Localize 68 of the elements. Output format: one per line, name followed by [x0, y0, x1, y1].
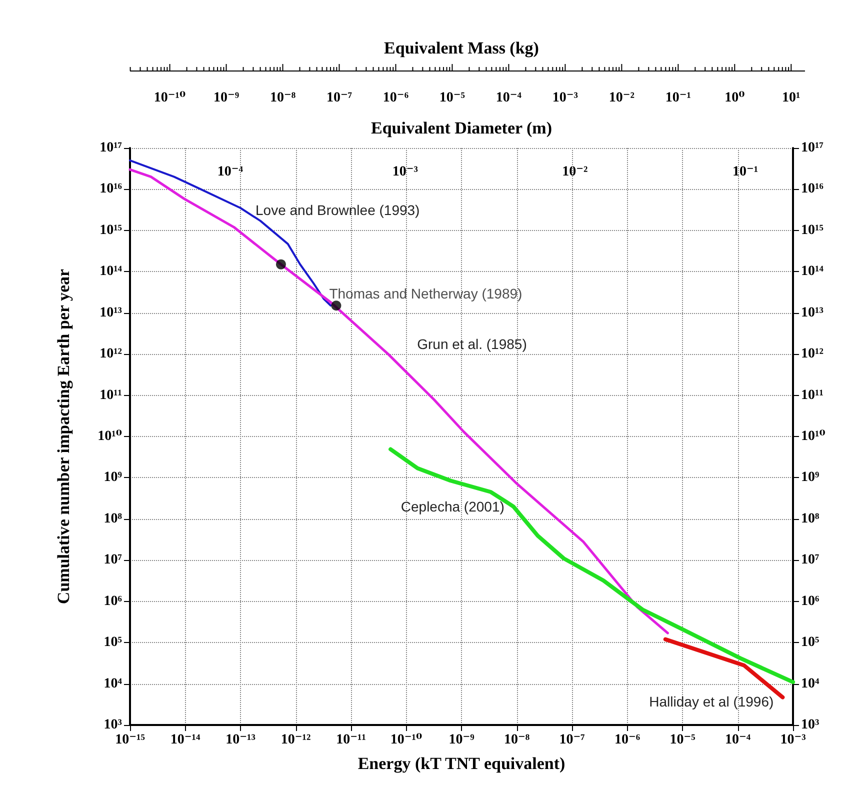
annotation: 10⁻³	[392, 164, 418, 180]
text: Equivalent Mass (kg)	[384, 38, 539, 58]
y-tick-label: 10⁵	[801, 635, 820, 650]
text: 10¹⁷	[100, 140, 122, 156]
series-label: Grun et al. (1985)	[417, 336, 527, 352]
text: 10⁹	[104, 470, 122, 486]
text: 10⁻⁷	[326, 90, 352, 106]
series-label: Love and Brownlee (1993)	[256, 202, 420, 218]
x-tick-label: 10⁻¹⁰	[390, 732, 422, 748]
y-tick-label: 10¹²	[801, 346, 824, 362]
x-tick-label: 10⁻⁸	[504, 732, 530, 748]
text: 10⁻¹⁰	[154, 90, 186, 106]
text: Equivalent Diameter (m)	[371, 118, 552, 138]
text: 10⁸	[104, 511, 122, 526]
text: 10¹⁰	[98, 429, 122, 444]
text: 10⁴	[104, 676, 122, 692]
text: 10⁻⁹	[213, 90, 240, 106]
y-tick-label: 10⁴	[801, 676, 820, 692]
text: 10⁻³	[552, 90, 578, 106]
text: 10¹³	[100, 305, 122, 320]
x-tick-label: 10⁻⁶	[614, 732, 640, 748]
y-tick-label: 10¹³	[801, 305, 824, 320]
text: 10³	[104, 718, 122, 732]
text: 10⁰	[724, 90, 745, 106]
series-label: Halliday et al (1996)	[649, 693, 774, 710]
text: 10⁷	[104, 552, 122, 568]
annotation: 10⁻⁴	[217, 164, 244, 180]
text: 10⁻⁵	[439, 90, 466, 106]
text: 10⁶	[104, 594, 122, 609]
annotation: 10⁻²	[562, 164, 588, 180]
text: 10⁻⁴	[496, 90, 522, 106]
text: 10¹⁵	[100, 222, 122, 238]
y-tick-label: 10³	[801, 718, 820, 732]
y-tick-label: 10⁷	[801, 552, 820, 568]
x-tick-label: 10⁻⁹	[448, 732, 474, 748]
x-tick-label: 10⁻¹¹	[336, 732, 366, 748]
x-axis-title: Energy (kT TNT equivalent)	[358, 754, 566, 773]
text: 10¹	[782, 90, 800, 106]
y-tick-label: 10⁶	[801, 594, 820, 609]
y-tick-label: 10⁹	[801, 470, 820, 486]
y-tick-label: 10¹⁰	[801, 429, 826, 444]
series-label: Ceplecha (2001)	[400, 498, 504, 515]
x-tick-label: 10⁻³	[780, 732, 806, 748]
x-tick-label: 10⁻⁵	[670, 732, 696, 748]
y-tick-label: 10¹⁴	[801, 264, 824, 280]
text: 10⁻¹	[665, 90, 691, 106]
series-label: Thomas and Netherway (1989)	[329, 286, 522, 302]
y-tick-label: 10¹⁷	[801, 140, 824, 156]
text: 10¹⁴	[100, 264, 122, 280]
text: 10¹¹	[100, 388, 122, 403]
y-axis-title: Cumulative number impacting Earth per year	[54, 268, 73, 604]
text: 10⁻²	[608, 90, 634, 106]
x-tick-label: 10⁻¹³	[226, 732, 256, 748]
text: 10¹²	[100, 346, 122, 362]
text: 10⁻⁶	[382, 90, 409, 106]
x-tick-label: 10⁻⁷	[559, 732, 585, 748]
text: 10⁻⁸	[270, 90, 296, 106]
y-tick-label: 10¹¹	[801, 388, 824, 403]
x-tick-label: 10⁻¹⁴	[170, 732, 201, 748]
y-tick-label: 10¹⁵	[801, 222, 824, 238]
text: 10⁵	[104, 635, 122, 650]
annotation: 10⁻¹	[732, 164, 758, 180]
x-tick-label: 10⁻⁴	[724, 732, 752, 748]
y-tick-label: 10¹⁶	[801, 182, 824, 197]
x-tick-label: 10⁻¹⁵	[115, 732, 145, 748]
y-tick-label: 10⁸	[801, 511, 820, 526]
x-tick-label: 10⁻¹²	[280, 732, 311, 748]
text: 10¹⁶	[100, 182, 122, 197]
